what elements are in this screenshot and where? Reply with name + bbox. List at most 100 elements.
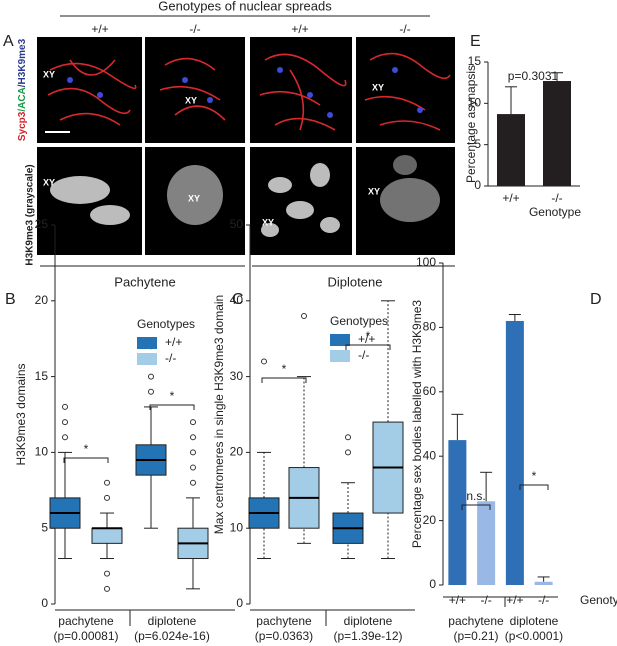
panel-letter: B bbox=[5, 291, 16, 308]
y-axis-label: Max centromeres in single H3K9me3 domain bbox=[212, 295, 226, 534]
bar bbox=[497, 114, 525, 186]
annotation: p=0.3031 bbox=[508, 69, 559, 83]
x-axis-label: Genotypes bbox=[580, 593, 617, 607]
stage-label: Diplotene bbox=[328, 274, 383, 289]
outlier bbox=[345, 449, 351, 456]
y-tick-label: 15 bbox=[468, 54, 482, 68]
bar bbox=[448, 440, 467, 585]
group-label: pachytene bbox=[448, 614, 504, 628]
legend-label: -/- bbox=[165, 351, 176, 365]
outlier bbox=[261, 358, 267, 365]
group-note: (p=0.00081) bbox=[53, 629, 118, 643]
group-label: pachytene bbox=[256, 614, 312, 628]
outlier bbox=[190, 419, 196, 426]
micrographs bbox=[37, 37, 455, 255]
xy-label: XY bbox=[372, 82, 384, 92]
y-tick-label: 80 bbox=[423, 320, 437, 334]
outlier bbox=[148, 388, 154, 395]
x-tick-label: +/+ bbox=[449, 593, 466, 607]
significance: * bbox=[170, 389, 175, 403]
sig-bracket bbox=[461, 504, 491, 510]
legend-label: +/+ bbox=[165, 335, 182, 349]
y-tick-label: 10 bbox=[230, 520, 244, 534]
outlier bbox=[104, 479, 110, 486]
legend-label: -/- bbox=[358, 348, 369, 362]
outlier bbox=[104, 570, 110, 577]
group-label: diplotene bbox=[148, 614, 197, 628]
group-note: (p=6.024e-16) bbox=[134, 629, 210, 643]
outlier bbox=[190, 479, 196, 486]
sig-bracket bbox=[63, 457, 109, 463]
significance: * bbox=[282, 362, 287, 376]
x-tick-label: -/- bbox=[480, 593, 491, 607]
row-label: H3K9me3 (grayscale) bbox=[25, 164, 36, 265]
y-tick-label: 40 bbox=[230, 293, 244, 307]
column-label: -/- bbox=[399, 22, 410, 36]
y-tick-label: 0 bbox=[474, 178, 481, 192]
panel-letter: D bbox=[590, 291, 602, 308]
legend-swatch bbox=[330, 350, 350, 362]
y-tick-label: 20 bbox=[423, 513, 437, 527]
legend-title: Genotypes bbox=[137, 317, 195, 331]
outlier bbox=[148, 373, 154, 380]
outlier bbox=[190, 449, 196, 456]
legend-swatch bbox=[137, 337, 157, 349]
outlier bbox=[190, 464, 196, 471]
row-label-part: /H3K9me3 bbox=[17, 38, 28, 87]
x-axis-label: Genotype bbox=[529, 205, 581, 219]
panel-letter: C bbox=[232, 291, 244, 308]
y-tick-label: 40 bbox=[423, 448, 437, 462]
significance: n.s. bbox=[466, 489, 485, 503]
y-tick-label: 0 bbox=[236, 596, 243, 610]
y-tick-label: 20 bbox=[35, 293, 49, 307]
y-tick-label: 50 bbox=[230, 217, 244, 231]
y-tick-label: 10 bbox=[468, 96, 482, 110]
row-label-part: /ACA bbox=[17, 87, 28, 111]
group-note: (p<0.0001) bbox=[505, 629, 563, 643]
row-label: Sycp3/ACA/H3K9me3 bbox=[17, 38, 28, 141]
outlier bbox=[62, 403, 68, 410]
y-tick-label: 0 bbox=[41, 596, 48, 610]
column-label: -/- bbox=[189, 22, 200, 36]
group-note: (p=0.0363) bbox=[255, 629, 313, 643]
y-tick-label: 60 bbox=[423, 384, 437, 398]
bar bbox=[505, 320, 524, 585]
y-tick-label: 0 bbox=[429, 577, 436, 591]
row-label-part: Sycp3 bbox=[17, 111, 28, 141]
group-label: pachytene bbox=[58, 614, 114, 628]
sig-bracket bbox=[519, 484, 549, 490]
xy-label: XY bbox=[185, 95, 197, 105]
y-axis-label: Percentage asynapsis bbox=[464, 65, 478, 183]
stage-label: Pachytene bbox=[114, 274, 175, 289]
legend-label: +/+ bbox=[358, 332, 375, 346]
bar bbox=[543, 81, 571, 186]
significance: * bbox=[532, 469, 537, 483]
y-axis-label: Percentage sex bodies labelled with H3K9… bbox=[410, 300, 424, 548]
column-label: +/+ bbox=[91, 22, 108, 36]
x-tick-label: -/- bbox=[551, 191, 562, 205]
y-tick-label: 10 bbox=[35, 445, 49, 459]
bar bbox=[477, 501, 496, 585]
legend-swatch bbox=[330, 334, 350, 346]
group-note: (p=1.39e-12) bbox=[333, 629, 402, 643]
significance: * bbox=[366, 329, 371, 343]
box bbox=[91, 527, 123, 544]
xy-label: XY bbox=[188, 193, 200, 203]
group-note: (p=0.21) bbox=[453, 629, 498, 643]
outlier bbox=[104, 494, 110, 501]
y-tick-label: 100 bbox=[416, 255, 436, 269]
group-label: diplotene bbox=[344, 614, 393, 628]
panel-a-title: Genotypes of nuclear spreads bbox=[158, 0, 332, 13]
outlier bbox=[345, 434, 351, 441]
outlier bbox=[62, 434, 68, 441]
xy-label: XY bbox=[43, 69, 55, 79]
outlier bbox=[190, 434, 196, 441]
y-tick-label: 25 bbox=[35, 217, 49, 231]
group-label: diplotene bbox=[510, 614, 559, 628]
xy-label: XY bbox=[368, 186, 380, 196]
column-label: +/+ bbox=[291, 22, 308, 36]
x-tick-label: +/+ bbox=[502, 191, 519, 205]
significance: * bbox=[84, 442, 89, 456]
